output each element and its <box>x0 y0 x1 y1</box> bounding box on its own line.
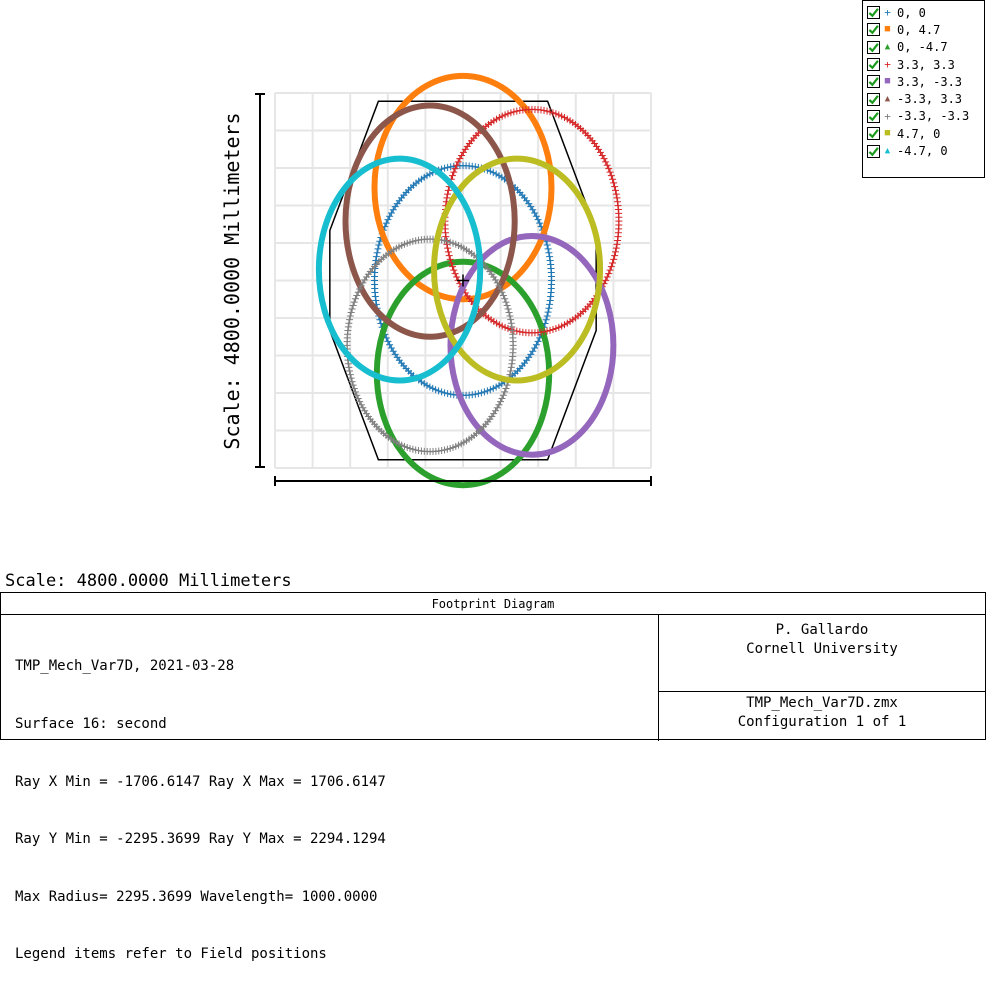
legend-item[interactable]: +3.3, 3.3 <box>867 56 984 73</box>
file-name: TMP_Mech_Var7D.zmx <box>746 695 898 711</box>
legend-label: -3.3, 3.3 <box>897 92 963 107</box>
legend-checkbox[interactable] <box>867 58 880 72</box>
info-details: TMP_Mech_Var7D, 2021-03-28 Surface 16: s… <box>15 619 386 1003</box>
legend: +0, 0 ■ 0, 4.7 ▲ 0, -4.7 +3.3, 3.3 ■ 3.3, -3.3 ▲… <box>862 0 985 178</box>
triangle-marker-icon: ▲ <box>884 93 891 104</box>
info-table: Footprint Diagram TMP_Mech_Var7D, 2021-0… <box>0 592 986 962</box>
y-axis-label: Scale: 4800.0000 Millimeters <box>220 112 244 449</box>
info-title: Footprint Diagram <box>1 593 985 615</box>
legend-label: -4.7, 0 <box>897 144 948 159</box>
aperture-octagon <box>329 100 597 461</box>
ray-footprint <box>371 72 555 303</box>
series-5 <box>342 102 518 340</box>
file-block: TMP_Mech_Var7D.zmx Configuration 1 of 1 <box>659 694 985 731</box>
square-marker-icon: ■ <box>884 24 891 35</box>
legend-label: 0, -4.7 <box>897 40 948 55</box>
legend-checkbox[interactable] <box>867 144 880 158</box>
legend-checkbox[interactable] <box>867 109 880 123</box>
legend-item[interactable]: ▲ -4.7, 0 <box>867 142 984 159</box>
legend-checkbox[interactable] <box>867 92 880 106</box>
ray-footprint <box>315 155 484 384</box>
info-line: Max Radius= 2295.3699 Wavelength= 1000.0… <box>15 888 378 905</box>
legend-item[interactable]: + -3.3, -3.3 <box>867 108 984 125</box>
legend-label: 4.7, 0 <box>897 126 941 141</box>
series-layer <box>315 72 623 489</box>
legend-item[interactable]: ▲ 0, -4.7 <box>867 39 984 56</box>
triangle-marker-icon: ▲ <box>884 41 891 52</box>
legend-item[interactable]: ■ 4.7, 0 <box>867 125 984 142</box>
info-line: Ray X Min = -1706.6147 Ray X Max = 1706.… <box>15 773 386 790</box>
series-6 <box>343 235 517 456</box>
legend-label: 0, 0 <box>897 5 926 20</box>
square-marker-icon: ■ <box>884 128 891 139</box>
series-7 <box>431 155 604 384</box>
legend-checkbox[interactable] <box>867 75 880 89</box>
legend-item[interactable]: ■ 0, 4.7 <box>867 21 984 38</box>
legend-checkbox[interactable] <box>867 23 880 37</box>
plus-marker-icon: + <box>884 109 891 123</box>
legend-checkbox[interactable] <box>867 6 880 20</box>
legend-label: 0, 4.7 <box>897 22 941 37</box>
legend-item[interactable]: +0, 0 <box>867 4 984 21</box>
institution-name: Cornell University <box>746 640 898 657</box>
scale-bars <box>255 93 652 486</box>
author-name: P. Gallardo <box>775 622 869 638</box>
table-divider <box>658 691 985 692</box>
info-line: TMP_Mech_Var7D, 2021-03-28 <box>15 658 235 675</box>
legend-label: 3.3, 3.3 <box>897 57 955 72</box>
series-0 <box>370 162 556 399</box>
legend-label: -3.3, -3.3 <box>897 109 970 124</box>
horizontal-scale-bar <box>274 476 652 486</box>
legend-checkbox[interactable] <box>867 40 880 54</box>
configuration-label: Configuration 1 of 1 <box>737 713 907 730</box>
series-8 <box>315 155 484 384</box>
triangle-marker-icon: ▲ <box>884 145 891 156</box>
info-line: Legend items refer to Field positions <box>15 946 327 963</box>
plus-marker-icon: + <box>884 6 891 20</box>
ray-footprint <box>447 232 617 458</box>
plus-marker-icon: + <box>884 58 891 72</box>
series-1 <box>371 72 555 303</box>
author-block: P. Gallardo Cornell University <box>659 621 985 658</box>
chief-ray-marker <box>457 274 469 287</box>
scale-caption: Scale: 4800.0000 Millimeters <box>5 571 292 591</box>
footprint-plot: Scale: 4800.0000 Millimeters <box>220 72 652 489</box>
vertical-scale-bar <box>255 93 265 468</box>
ray-footprint <box>431 155 604 384</box>
legend-label: 3.3, -3.3 <box>897 74 963 89</box>
legend-item[interactable]: ■ 3.3, -3.3 <box>867 73 984 90</box>
legend-checkbox[interactable] <box>867 127 880 141</box>
series-4 <box>447 232 617 458</box>
ray-markers <box>343 235 517 456</box>
square-marker-icon: ■ <box>884 76 891 87</box>
aperture-outline <box>329 100 597 461</box>
legend-item[interactable]: ▲ -3.3, 3.3 <box>867 90 984 107</box>
info-line: Ray Y Min = -2295.3699 Ray Y Max = 2294.… <box>15 831 386 848</box>
info-line: Surface 16: second <box>15 716 167 733</box>
table-divider <box>658 615 659 741</box>
ray-footprint <box>342 102 518 340</box>
